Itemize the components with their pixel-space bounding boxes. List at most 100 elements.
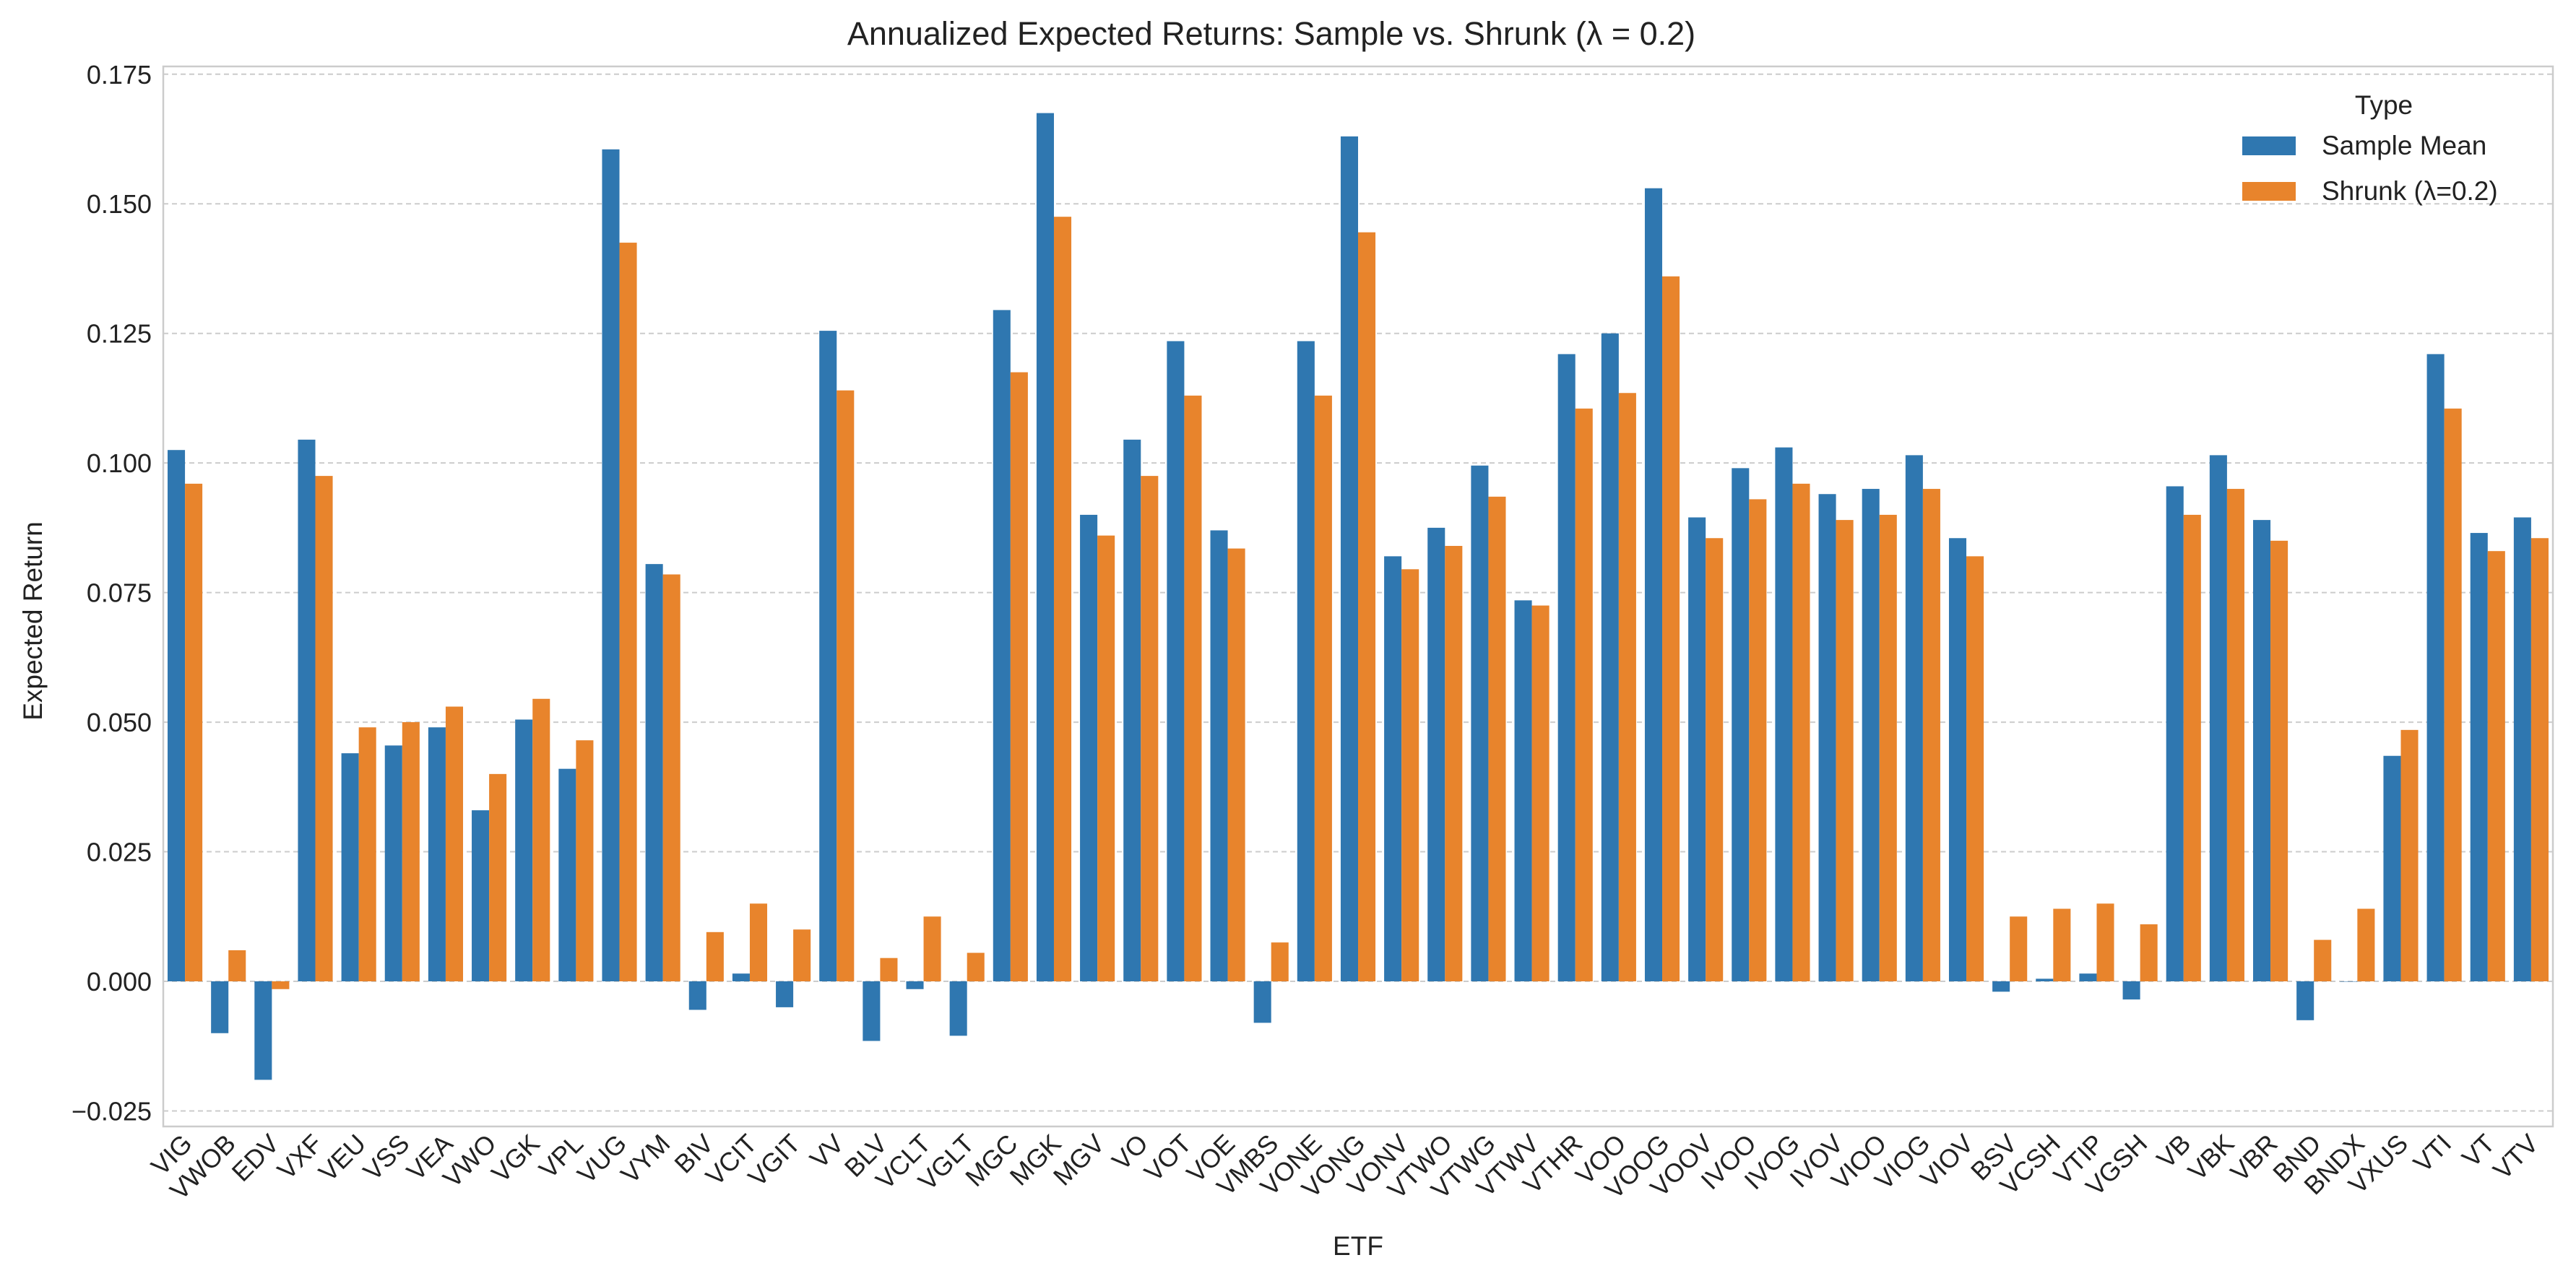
bar-shrunk-0-2-ivoo: [1749, 499, 1767, 982]
bar-sample-mean-vo: [1123, 439, 1141, 982]
plot-frame: [162, 65, 2554, 1128]
bar-sample-mean-viog: [1905, 455, 1923, 982]
bar-sample-mean-vgk: [515, 719, 533, 982]
bar-sample-mean-vss: [384, 745, 402, 982]
bar-shrunk-0-2-mgc: [1010, 372, 1028, 982]
y-tick-label: 0.025: [87, 838, 152, 867]
bar-shrunk-0-2-vtv: [2530, 538, 2549, 982]
bar-sample-mean-vwo: [472, 810, 490, 982]
bar-sample-mean-vea: [428, 727, 446, 982]
bar-sample-mean-vtv: [2513, 517, 2531, 982]
bar-shrunk-0-2-viov: [1966, 556, 1984, 982]
x-tick-label: VGIT: [742, 1129, 805, 1192]
x-tick-label: VBK: [2182, 1129, 2240, 1186]
x-tick-labels: VIGVWOBEDVVXFVEUVSSVEAVWOVGKVPLVUGVYMBIV…: [145, 1129, 2544, 1206]
bar-sample-mean-vig: [168, 450, 186, 982]
y-axis-label: Expected Return: [18, 521, 48, 721]
bar-sample-mean-vtwo: [1427, 527, 1445, 982]
bar-shrunk-0-2-vb: [2183, 514, 2201, 982]
y-tick-label: 0.075: [87, 578, 152, 608]
bar-shrunk-0-2-ivov: [1836, 520, 1854, 982]
bars: [168, 113, 2549, 1080]
bar-shrunk-0-2-vym: [662, 574, 680, 982]
bar-sample-mean-vwob: [211, 981, 229, 1033]
bar-shrunk-0-2-vmbs: [1271, 942, 1289, 982]
bar-sample-mean-vb: [2166, 486, 2184, 982]
bar-sample-mean-vonv: [1384, 556, 1402, 982]
x-tick-label: VUG: [571, 1129, 632, 1189]
y-tick-label: 0.125: [87, 319, 152, 349]
bar-sample-mean-mgc: [993, 310, 1011, 982]
bar-shrunk-0-2-viog: [1922, 489, 1940, 982]
bar-sample-mean-vgit: [776, 981, 794, 1007]
bar-shrunk-0-2-vtwg: [1488, 496, 1506, 982]
bar-sample-mean-blv: [863, 981, 881, 1041]
bar-shrunk-0-2-vbr: [2270, 540, 2288, 982]
bar-shrunk-0-2-mgv: [1097, 535, 1115, 982]
y-tick-label: 0.175: [87, 60, 152, 90]
bar-sample-mean-voo: [1601, 333, 1619, 982]
x-tick-label: VTV: [2487, 1129, 2543, 1185]
legend-label-shrunk: Shrunk (λ=0.2): [2322, 176, 2498, 206]
bar-shrunk-0-2-vo: [1141, 476, 1159, 982]
y-tick-labels: −0.025 0.000 0.025 0.050 0.075 0.100 0.125 0.15…: [72, 60, 152, 1126]
bar-sample-mean-vclt: [906, 981, 924, 989]
bar-shrunk-0-2-ivog: [1792, 483, 1810, 982]
bar-shrunk-0-2-vig: [185, 483, 203, 982]
bar-shrunk-0-2-vtwo: [1445, 546, 1463, 982]
bar-shrunk-0-2-voog: [1662, 276, 1680, 982]
legend-swatch-shrunk: [2242, 182, 2296, 201]
x-tick-label: VXF: [272, 1129, 328, 1185]
bar-sample-mean-vxus: [2383, 755, 2401, 982]
y-tick-label: −0.025: [72, 1096, 152, 1126]
bar-sample-mean-vug: [602, 149, 620, 982]
bar-shrunk-0-2-vgk: [532, 698, 550, 982]
x-tick-label: VEU: [313, 1129, 371, 1187]
x-tick-label: VYM: [615, 1129, 675, 1189]
bar-shrunk-0-2-veu: [358, 727, 376, 982]
bar-sample-mean-vone: [1297, 341, 1315, 982]
bar-sample-mean-vtip: [2079, 973, 2097, 982]
bar-sample-mean-vgsh: [2122, 981, 2140, 1000]
bar-sample-mean-edv: [254, 981, 272, 1080]
bar-sample-mean-vtwg: [1471, 465, 1489, 982]
bar-shrunk-0-2-vti: [2444, 408, 2462, 982]
legend-swatch-sample-mean: [2242, 136, 2296, 155]
bar-shrunk-0-2-vwo: [489, 773, 507, 982]
bar-shrunk-0-2-bnd: [2314, 939, 2332, 982]
bar-shrunk-0-2-vonv: [1401, 569, 1419, 982]
bar-shrunk-0-2-vxus: [2400, 729, 2419, 982]
y-tick-label: 0.150: [87, 189, 152, 219]
bar-sample-mean-vv: [819, 331, 837, 982]
bar-sample-mean-veu: [341, 753, 359, 982]
bar-sample-mean-bndx: [2340, 981, 2358, 982]
bar-sample-mean-voov: [1688, 517, 1706, 982]
bar-shrunk-0-2-biv: [706, 932, 724, 982]
bar-shrunk-0-2-vwob: [228, 950, 246, 982]
bar-shrunk-0-2-edv: [272, 981, 290, 989]
bar-sample-mean-vthr: [1557, 354, 1576, 982]
bar-sample-mean-ivog: [1775, 447, 1793, 982]
bar-sample-mean-ivov: [1818, 494, 1836, 982]
y-tick-label: 0.050: [87, 708, 152, 737]
bar-shrunk-0-2-vone: [1314, 395, 1332, 982]
chart-title: Annualized Expected Returns: Sample vs. …: [847, 15, 1695, 52]
bar-shrunk-0-2-vioo: [1879, 514, 1897, 982]
bar-shrunk-0-2-vea: [445, 706, 464, 982]
bar-shrunk-0-2-vclt: [923, 916, 941, 982]
bar-sample-mean-vt: [2470, 533, 2488, 982]
bar-shrunk-0-2-bndx: [2357, 908, 2375, 982]
bar-sample-mean-bnd: [2296, 981, 2314, 1020]
bar-sample-mean-mgv: [1080, 514, 1098, 982]
bar-shrunk-0-2-bsv: [2010, 916, 2028, 982]
bar-sample-mean-mgk: [1036, 113, 1054, 982]
bar-sample-mean-voog: [1644, 188, 1663, 982]
bar-sample-mean-vtwv: [1514, 600, 1532, 982]
bar-sample-mean-viov: [1948, 538, 1967, 982]
bar-shrunk-0-2-vgsh: [2140, 924, 2158, 982]
bar-shrunk-0-2-vtip: [2096, 903, 2114, 982]
bar-shrunk-0-2-blv: [880, 958, 898, 982]
bar-shrunk-0-2-voo: [1618, 393, 1636, 982]
legend: Type Sample Mean Shrunk (λ=0.2): [2242, 90, 2498, 206]
